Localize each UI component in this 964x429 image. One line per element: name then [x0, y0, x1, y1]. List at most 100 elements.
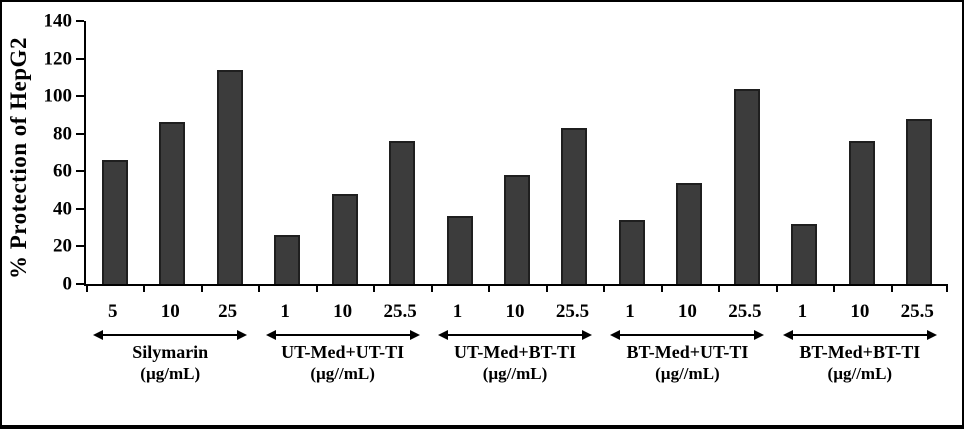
double-arrow-icon [782, 330, 937, 340]
bar [618, 220, 645, 284]
group-label: Silymarin [132, 342, 209, 362]
x-tick-mark [488, 286, 491, 292]
y-tick-label: 0 [62, 273, 73, 295]
x-tick-mark [718, 286, 721, 292]
double-arrow-icon [265, 330, 420, 340]
group-label-cell: BT-Med+BT-TI (µg//mL) [774, 342, 946, 384]
y-tick-mark [76, 170, 84, 173]
plot-area: 0 20 40 60 80 100 120 140 [44, 12, 948, 294]
group-unit-label: (µg//mL) [827, 364, 893, 383]
x-tick-mark [545, 286, 548, 292]
bar [504, 175, 531, 284]
y-tick-mark [76, 20, 84, 22]
y-tick-label: 20 [53, 235, 72, 257]
bar-slot [373, 21, 430, 284]
y-tick-label: 60 [53, 160, 72, 182]
dose-label: 10 [333, 301, 353, 322]
group-label: UT-Med+BT-TI [454, 342, 576, 362]
y-tick-mark [76, 283, 84, 285]
x-tick-mark [603, 286, 606, 292]
dose-label: 1 [625, 301, 635, 322]
dose-label: 10 [677, 301, 697, 322]
y-tick-mark [76, 245, 84, 248]
y-tick-label: 80 [53, 123, 72, 145]
bar [791, 223, 818, 284]
y-tick-mark [76, 95, 84, 98]
dose-label: 25.5 [555, 301, 590, 322]
dose-label-row: 5 10 25 1 10 25.5 1 10 25.5 1 10 25.5 1 10 25.5 [84, 301, 946, 323]
dose-label: 25.5 [900, 301, 934, 322]
bar-slot [833, 21, 890, 284]
group-unit-label: (µg/mL) [140, 364, 201, 383]
x-tick-mark [430, 286, 433, 292]
x-tick-mark [660, 286, 663, 292]
group-arrow-cell [774, 329, 946, 340]
bar [331, 193, 358, 284]
group-label-cell: UT-Med+BT-TI (µg//mL) [429, 342, 601, 384]
dose-label: 25.5 [728, 301, 762, 322]
x-tick-mark [86, 286, 88, 292]
group-unit-label: (µg//mL) [310, 364, 375, 383]
bar [159, 122, 186, 284]
double-arrow-icon [93, 330, 248, 340]
group-label-row: Silymarin (µg/mL) UT-Med+UT-TI (µg//mL) UT-M… [84, 342, 946, 384]
y-tick-label: 100 [43, 85, 73, 107]
dose-label: 1 [452, 301, 463, 322]
dose-label: 5 [107, 301, 118, 322]
x-tick-mark [946, 286, 948, 292]
y-tick-mark [76, 132, 84, 135]
group-arrow-cell [601, 329, 773, 340]
bar-slot [718, 21, 775, 284]
bar-slot [201, 21, 258, 284]
bar-slot [86, 21, 143, 284]
group-label: BT-Med+BT-TI [799, 342, 921, 362]
dose-label: 25.5 [383, 301, 417, 322]
x-tick-mark [775, 286, 778, 292]
group-unit-label: (µg//mL) [655, 364, 720, 383]
x-tick-mark [373, 286, 376, 292]
x-tick-mark [315, 286, 318, 292]
group-label-cell: Silymarin (µg/mL) [84, 342, 256, 384]
dose-label: 25 [218, 301, 238, 322]
group-arrow-cell [84, 329, 256, 340]
bar-slot [603, 21, 660, 284]
bar-slot [316, 21, 373, 284]
double-arrow-icon [438, 330, 593, 340]
bar [676, 182, 703, 284]
double-arrow-icon [610, 330, 765, 340]
group-arrow-cell [429, 329, 601, 340]
dose-label: 10 [850, 301, 870, 322]
bar-slot [488, 21, 545, 284]
dose-label: 1 [280, 301, 290, 322]
group-arrow-row [84, 329, 946, 340]
bar-slot [143, 21, 200, 284]
bar-slot [431, 21, 488, 284]
x-tick-mark [833, 286, 836, 292]
bar [446, 216, 473, 284]
dose-label: 10 [160, 301, 180, 322]
y-tick-label: 40 [53, 198, 72, 220]
bars-row [86, 21, 948, 284]
group-label: UT-Med+UT-TI [281, 342, 405, 362]
bar [389, 141, 416, 284]
y-tick-mark [76, 57, 84, 60]
group-unit-label: (µg//mL) [482, 364, 548, 383]
bar-slot [661, 21, 718, 284]
bar [561, 128, 588, 284]
bar [101, 160, 128, 284]
bar-slot [891, 21, 948, 284]
dose-label: 10 [505, 301, 525, 322]
x-tick-mark [143, 286, 146, 292]
y-tick-mark [76, 207, 84, 210]
bar-slot [776, 21, 833, 284]
bar [848, 141, 875, 284]
dose-label: 1 [797, 301, 808, 322]
bar [906, 118, 933, 284]
group-label-cell: BT-Med+UT-TI (µg//mL) [601, 342, 773, 384]
group-label-cell: UT-Med+UT-TI (µg//mL) [256, 342, 428, 384]
group-arrow-cell [256, 329, 428, 340]
bar [733, 88, 760, 284]
bar-slot [546, 21, 603, 284]
x-tick-mark [200, 286, 203, 292]
